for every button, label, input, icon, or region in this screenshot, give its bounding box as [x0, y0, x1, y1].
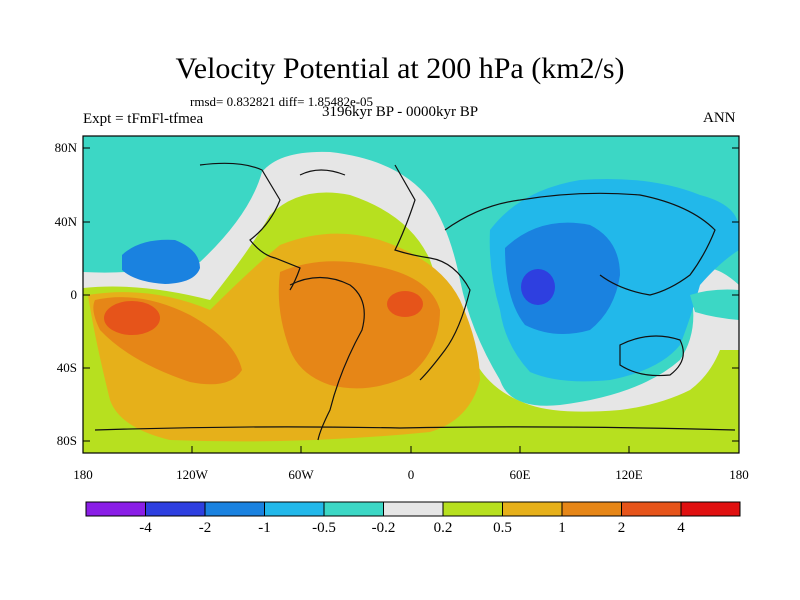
lat-label-40s: 40S: [56, 360, 77, 375]
lon-label-180e: 180: [729, 467, 749, 482]
period-label: 3196kyr BP - 0000kyr BP: [322, 104, 479, 120]
lon-label-180w: 180: [73, 467, 93, 482]
colorbar-box-0: [85, 501, 146, 517]
colorbar-box-2: [204, 501, 265, 517]
colorbar-label-4: -0.2: [371, 520, 396, 536]
colorbar-box-4: [323, 501, 384, 517]
coastlines: [94, 162, 736, 441]
colorbar-label-6: 0.5: [493, 520, 512, 536]
colorbar-box-8: [561, 501, 622, 517]
page-title: Velocity Potential at 200 hPa (km2/s): [175, 52, 625, 85]
lon-label-60e: 60E: [509, 467, 531, 482]
lon-label-0: 0: [407, 467, 415, 482]
lon-label-120e: 120E: [615, 467, 643, 482]
lat-label-80s: 80S: [56, 433, 77, 448]
colorbar-label-0: -4: [139, 520, 152, 536]
contour-pos-2-4-pacific: [104, 301, 160, 335]
contour-field: [83, 136, 739, 453]
lon-label-60w: 60W: [288, 467, 314, 482]
contour-east-pacific-tongue: [690, 289, 739, 320]
lat-label-0: 0: [70, 287, 78, 302]
lat-ticks: [83, 147, 739, 442]
colorbar-label-2: -1: [258, 520, 271, 536]
colorbar-box-3: [264, 501, 325, 517]
colorbar-label-5: 0.2: [433, 520, 453, 536]
season-label: ANN: [703, 110, 736, 126]
contour-neg-2-1-asia: [505, 222, 620, 334]
contour-neg-2-1-pacific: [122, 239, 200, 284]
stats-label: rmsd= 0.832821 diff= 1.85482e-05: [190, 94, 374, 109]
colorbar-box-6: [442, 501, 503, 517]
contour-pos-2-4-atlantic: [387, 291, 423, 317]
colorbar: [85, 501, 741, 517]
colorbar-box-9: [621, 501, 682, 517]
colorbar-box-5: [383, 501, 444, 517]
experiment-label: Expt = tFmFl-tfmea: [83, 111, 204, 127]
lat-label-40n: 40N: [54, 214, 77, 229]
colorbar-box-7: [502, 501, 563, 517]
colorbar-box-10: [680, 501, 741, 517]
colorbar-label-7: 1: [558, 520, 566, 536]
lat-label-80n: 80N: [54, 140, 77, 155]
lon-ticks: [82, 446, 740, 453]
lon-label-120w: 120W: [176, 467, 208, 482]
colorbar-label-3: -0.5: [312, 520, 336, 536]
colorbar-box-1: [145, 501, 206, 517]
contour-neg-4-2-core: [521, 269, 555, 305]
colorbar-label-1: -2: [198, 520, 212, 536]
colorbar-label-8: 2: [617, 520, 626, 536]
colorbar-label-9: 4: [677, 520, 685, 536]
